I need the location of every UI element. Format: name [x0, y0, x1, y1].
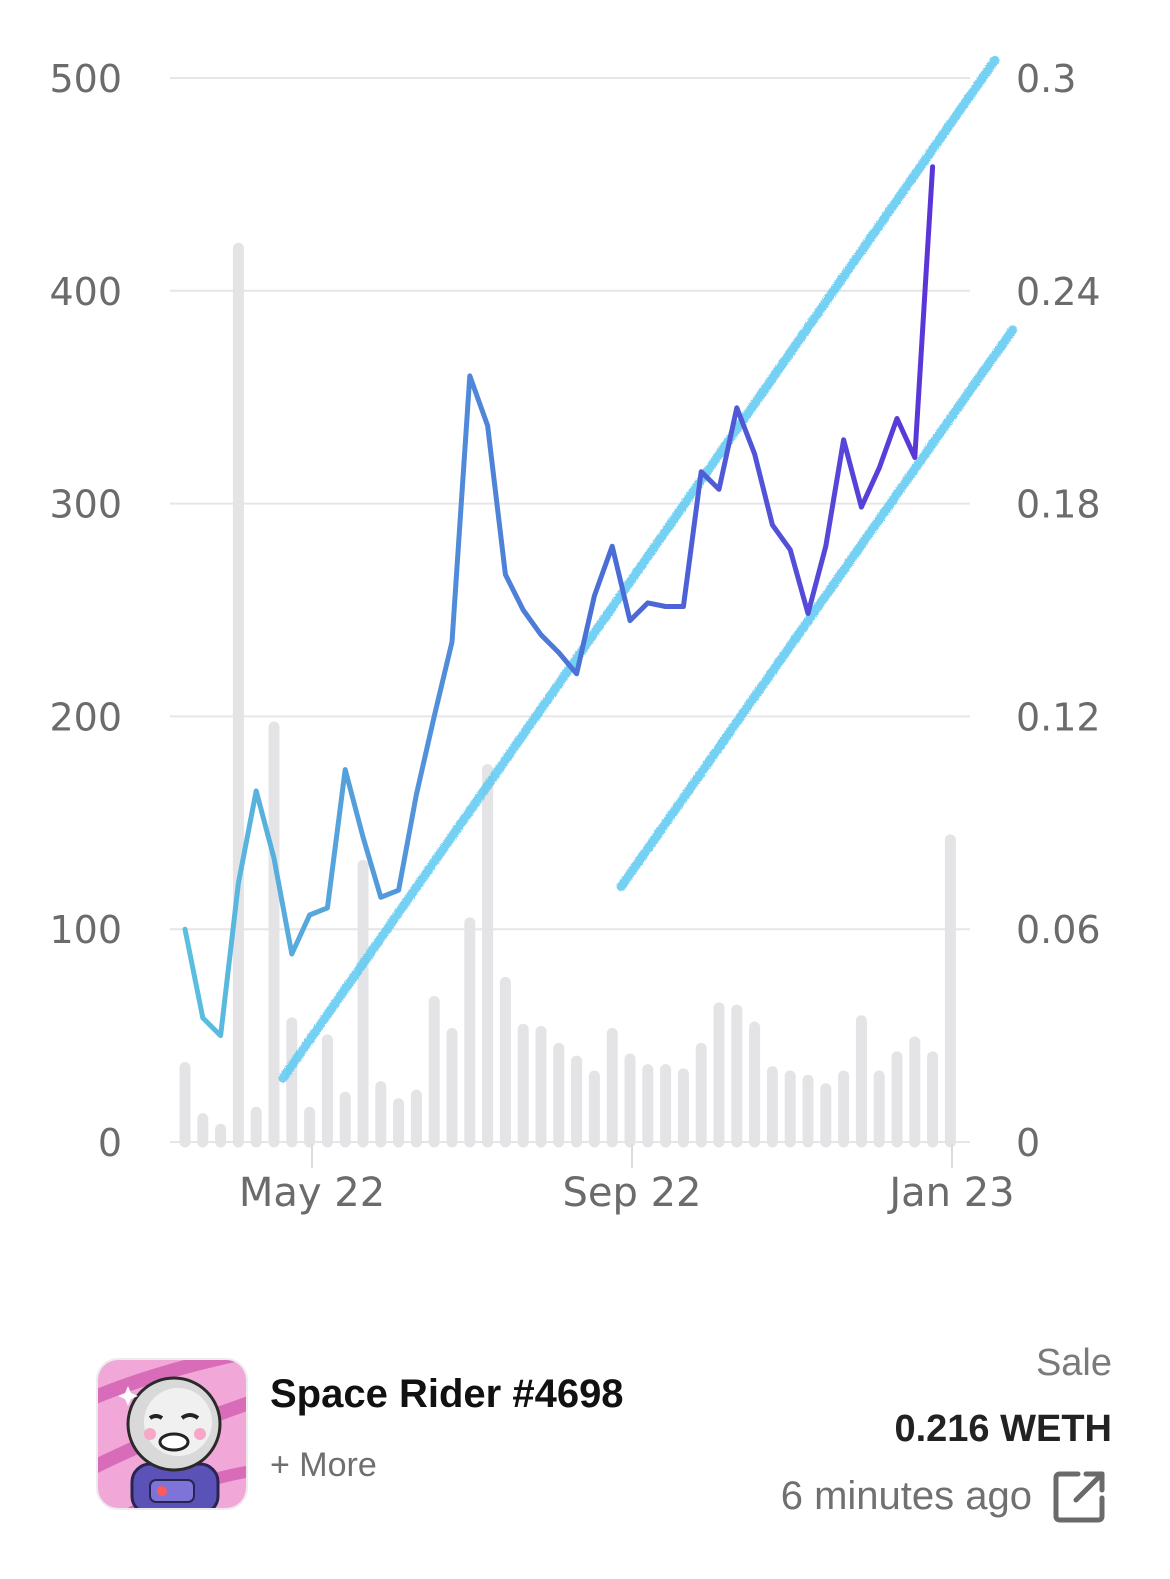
- y-left-tick-label: 500: [49, 57, 122, 101]
- item-title[interactable]: Space Rider #4698: [270, 1372, 624, 1416]
- x-tick-label: May 22: [239, 1170, 385, 1216]
- y-axis-right: 0.3 0.24 0.18 0.12 0.06 0: [1016, 57, 1101, 1165]
- trend-lines: [278, 55, 1018, 1083]
- y-axis-left: 500 400 300 200 100 0: [49, 57, 122, 1165]
- sale-time: 6 minutes ago: [780, 1473, 1032, 1518]
- external-link-icon[interactable]: [1052, 1468, 1108, 1524]
- sale-footer: Space Rider #4698 + More Sale 0.216 WETH…: [0, 1330, 1170, 1550]
- y-right-tick-label: 0.18: [1016, 483, 1101, 527]
- sale-price: 0.216 WETH: [894, 1408, 1112, 1450]
- price-line-group: [182, 164, 936, 1039]
- volume-bars: [179, 242, 956, 1148]
- y-right-tick-label: 0.3: [1016, 57, 1076, 101]
- y-right-tick-label: 0.12: [1016, 695, 1101, 739]
- y-left-tick-label: 200: [49, 695, 122, 739]
- more-link[interactable]: + More: [270, 1446, 377, 1484]
- price-chart: 500 400 300 200 100 0 0.3 0.24 0.18 0.12 0.06 0 Ma…: [49, 55, 1101, 1216]
- y-right-tick-label: 0.06: [1016, 908, 1101, 952]
- time-row: 6 minutes ago: [781, 1468, 1108, 1524]
- y-left-tick-label: 300: [49, 483, 122, 527]
- x-tick-label: Jan 23: [886, 1170, 1014, 1216]
- y-right-tick-label: 0.24: [1016, 270, 1101, 314]
- y-left-tick-label: 0: [98, 1121, 122, 1165]
- trend-line: [278, 55, 1000, 1083]
- space-rider-avatar-icon[interactable]: [96, 1358, 248, 1510]
- y-right-tick-label: 0: [1016, 1121, 1040, 1165]
- sale-label: Sale: [1035, 1342, 1112, 1384]
- price-line: [182, 164, 936, 1039]
- x-tick-label: Sep 22: [562, 1170, 701, 1216]
- y-left-tick-label: 400: [49, 270, 122, 314]
- level-lines: [285, 370, 1041, 619]
- x-axis: May 22 Sep 22 Jan 23: [239, 1144, 1015, 1216]
- y-left-tick-label: 100: [49, 908, 122, 952]
- trend-line: [616, 325, 1018, 892]
